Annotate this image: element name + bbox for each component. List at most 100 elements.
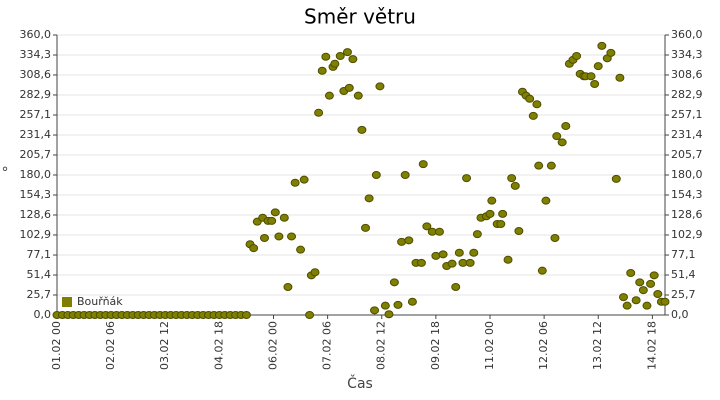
point <box>290 178 300 187</box>
point <box>305 311 315 319</box>
point <box>384 310 394 319</box>
point <box>342 48 352 57</box>
y2-tick-label: 257,1 <box>671 108 703 121</box>
point <box>270 208 280 217</box>
point <box>552 132 562 141</box>
x-tick-label: 06.02 00 <box>266 321 279 370</box>
point <box>418 160 428 169</box>
point <box>660 297 670 306</box>
point <box>321 52 331 61</box>
x-tick-label: 01.02 00 <box>50 321 63 370</box>
y2-tick-label: 308,6 <box>671 68 703 81</box>
y-tick-label: 51,4 <box>27 268 52 281</box>
x-tick-label: 13.02 12 <box>591 321 604 370</box>
point <box>370 306 380 315</box>
y-tick-label: 334,3 <box>20 48 52 61</box>
y2-tick-label: 334,3 <box>671 48 703 61</box>
y-tick-label: 77,1 <box>27 248 52 261</box>
point <box>416 258 426 267</box>
point <box>279 213 289 222</box>
y-tick-label: 205,7 <box>20 148 52 161</box>
point <box>407 297 417 306</box>
point <box>348 55 358 64</box>
y-tick-label: 308,6 <box>20 68 52 81</box>
point <box>534 161 544 170</box>
point <box>487 196 497 205</box>
point <box>324 91 334 100</box>
y2-tick-label: 180,0 <box>671 168 703 181</box>
point <box>537 266 547 275</box>
y2-tick-label: 360,0 <box>671 28 703 41</box>
y-tick-label: 102,9 <box>20 228 52 241</box>
y-tick-label: 0,0 <box>34 308 52 321</box>
y2-tick-label: 128,6 <box>671 208 703 221</box>
point <box>503 255 513 264</box>
point <box>572 52 582 60</box>
point <box>615 73 625 82</box>
y2-tick-label: 231,4 <box>671 128 703 141</box>
point <box>622 301 632 310</box>
x-tick-label: 07.02 06 <box>321 321 334 370</box>
point <box>462 174 472 183</box>
point <box>642 301 652 310</box>
point <box>451 283 461 291</box>
point <box>267 216 277 225</box>
legend-label: Bouřňák <box>77 295 123 308</box>
y2-tick-label: 77,1 <box>671 248 696 261</box>
point <box>454 248 464 257</box>
point <box>532 100 542 109</box>
point <box>649 271 659 280</box>
point <box>507 174 517 183</box>
point <box>287 232 297 241</box>
point <box>472 230 482 239</box>
point <box>611 174 621 183</box>
point <box>404 236 414 245</box>
point <box>380 301 390 310</box>
point <box>469 248 479 257</box>
point <box>344 83 354 92</box>
point <box>646 279 656 288</box>
point <box>465 258 475 267</box>
y-tick-label: 154,3 <box>20 188 52 201</box>
x-tick-label: 03.02 12 <box>158 321 171 370</box>
y2-tick-label: 0,0 <box>671 308 689 321</box>
y2-tick-label: 51,4 <box>671 268 696 281</box>
point <box>525 94 535 103</box>
point <box>317 66 327 75</box>
point <box>310 268 320 277</box>
point <box>296 245 306 254</box>
point <box>606 48 616 57</box>
point <box>274 232 284 241</box>
x-axis-label: Čas <box>347 374 373 392</box>
y-tick-label: 360,0 <box>20 28 52 41</box>
y-tick-label: 180,0 <box>20 168 52 181</box>
point <box>635 278 645 287</box>
point <box>541 196 551 205</box>
point <box>631 296 641 305</box>
y-tick-label: 282,9 <box>20 88 52 101</box>
y-tick-label: 231,4 <box>20 128 52 141</box>
x-tick-label: 12.02 06 <box>537 321 550 370</box>
point <box>510 181 520 190</box>
point <box>593 62 603 71</box>
point <box>364 194 374 203</box>
y2-tick-label: 282,9 <box>671 88 703 101</box>
point <box>389 278 399 287</box>
point <box>528 111 538 120</box>
point <box>619 293 629 302</box>
point <box>438 250 448 259</box>
point <box>314 108 324 117</box>
y-tick-label: 128,6 <box>20 208 52 221</box>
point <box>375 82 385 91</box>
x-tick-label: 14.02 18 <box>645 321 658 370</box>
point <box>393 300 403 309</box>
point <box>590 80 600 88</box>
legend-swatch <box>62 297 72 307</box>
x-tick-label: 09.02 18 <box>429 321 442 370</box>
point <box>653 290 663 298</box>
point <box>283 283 293 291</box>
point <box>357 125 367 134</box>
point <box>557 138 567 147</box>
point <box>638 286 648 295</box>
